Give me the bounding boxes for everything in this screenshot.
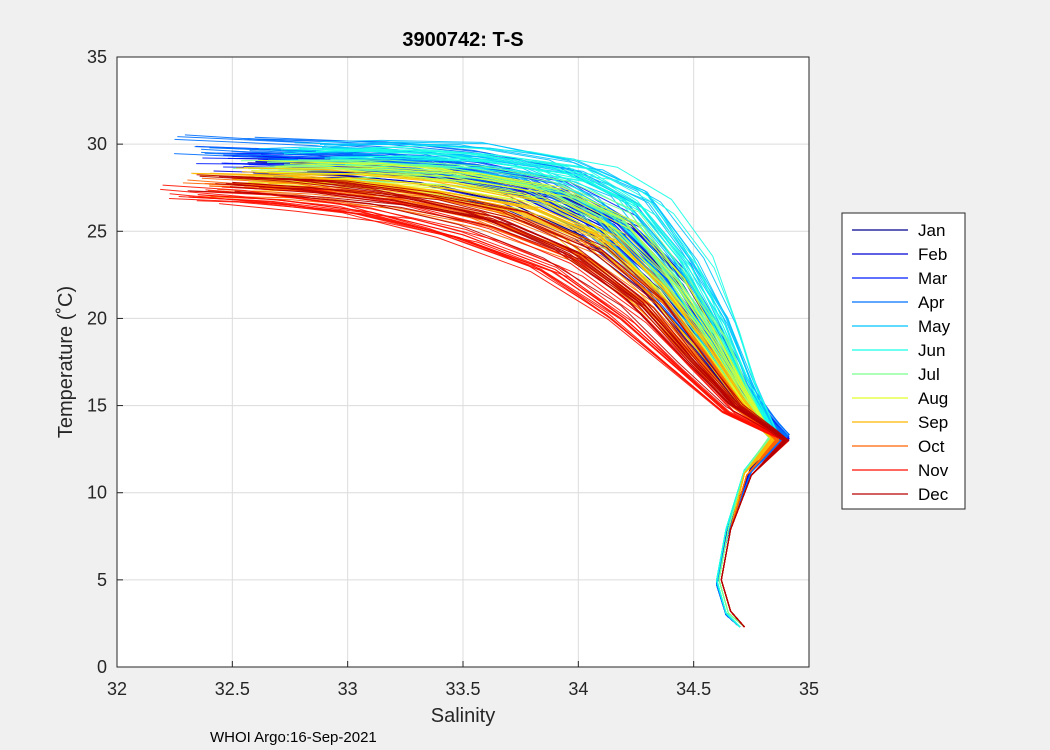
series-line xyxy=(209,147,787,628)
legend-label: Jun xyxy=(918,341,945,360)
legend-label: May xyxy=(918,317,951,336)
x-tick-label: 33.5 xyxy=(445,679,480,699)
x-tick-label: 32.5 xyxy=(215,679,250,699)
x-axis-label: Salinity xyxy=(431,705,495,727)
x-tick-label: 34 xyxy=(568,679,588,699)
y-tick-label: 15 xyxy=(87,396,107,416)
chart-title: 3900742: T-S xyxy=(402,29,523,51)
legend-label: Aug xyxy=(918,389,948,408)
y-tick-label: 0 xyxy=(97,657,107,677)
legend-label: Dec xyxy=(918,485,949,504)
legend-label: Jan xyxy=(918,221,945,240)
footnote: WHOI Argo:16-Sep-2021 xyxy=(210,729,377,746)
series-layer xyxy=(160,134,791,628)
legend-box xyxy=(841,212,966,510)
y-tick-label: 25 xyxy=(87,221,107,241)
series-dec xyxy=(187,174,789,628)
x-tick-label: 33 xyxy=(338,679,358,699)
legend-label: Sep xyxy=(918,413,948,432)
y-tick-label: 20 xyxy=(87,308,107,328)
x-tick-label: 35 xyxy=(799,679,819,699)
y-tick-label: 10 xyxy=(87,483,107,503)
x-tick-label: 32 xyxy=(107,679,127,699)
legend-label: Nov xyxy=(918,461,949,480)
ticks: 32 32.5 33 33.5 34 34.5 35 0 5 10 15 20 25 30 35 xyxy=(87,47,819,699)
y-tick-label: 5 xyxy=(97,570,107,590)
y-tick-label: 35 xyxy=(87,47,107,67)
x-tick-label: 34.5 xyxy=(676,679,711,699)
legend: Jan Feb Mar Apr May Jun Jul Aug Sep Oct Nov Dec xyxy=(841,212,966,510)
legend-label: Oct xyxy=(918,437,945,456)
series-line xyxy=(232,181,787,628)
legend-label: Apr xyxy=(918,293,945,312)
legend-label: Jul xyxy=(918,365,940,384)
legend-label: Mar xyxy=(918,269,948,288)
y-axis-label: Temperature (˚C) xyxy=(55,286,77,438)
y-tick-label: 30 xyxy=(87,134,107,154)
legend-label: Feb xyxy=(918,245,947,264)
